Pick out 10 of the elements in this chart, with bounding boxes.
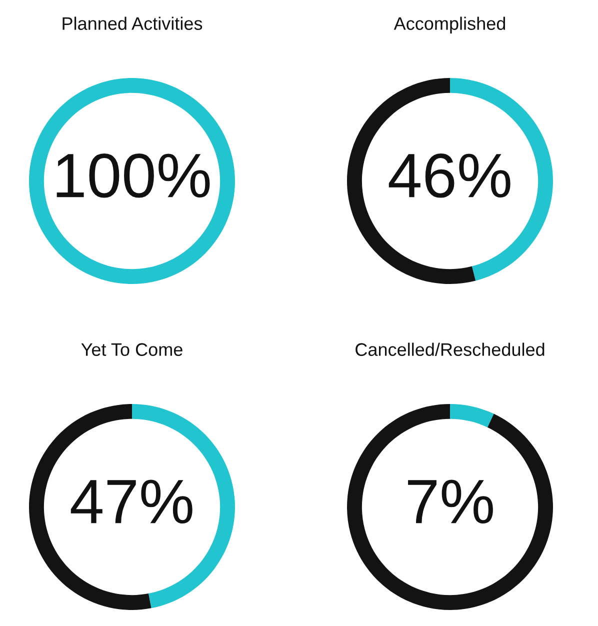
donut-slice: [347, 404, 553, 610]
chart-title: Planned Activities: [62, 16, 202, 30]
text: 7%: [408, 480, 493, 524]
text: 47%: [70, 480, 192, 524]
donut-slice: [450, 404, 494, 428]
chart-title: Yet To Come: [81, 343, 182, 356]
text: 100%: [56, 154, 210, 198]
text: 46%: [388, 154, 510, 198]
chart-title: Cancelled/Rescheduled: [356, 342, 544, 356]
chart-title: Accomplished: [394, 16, 506, 34]
